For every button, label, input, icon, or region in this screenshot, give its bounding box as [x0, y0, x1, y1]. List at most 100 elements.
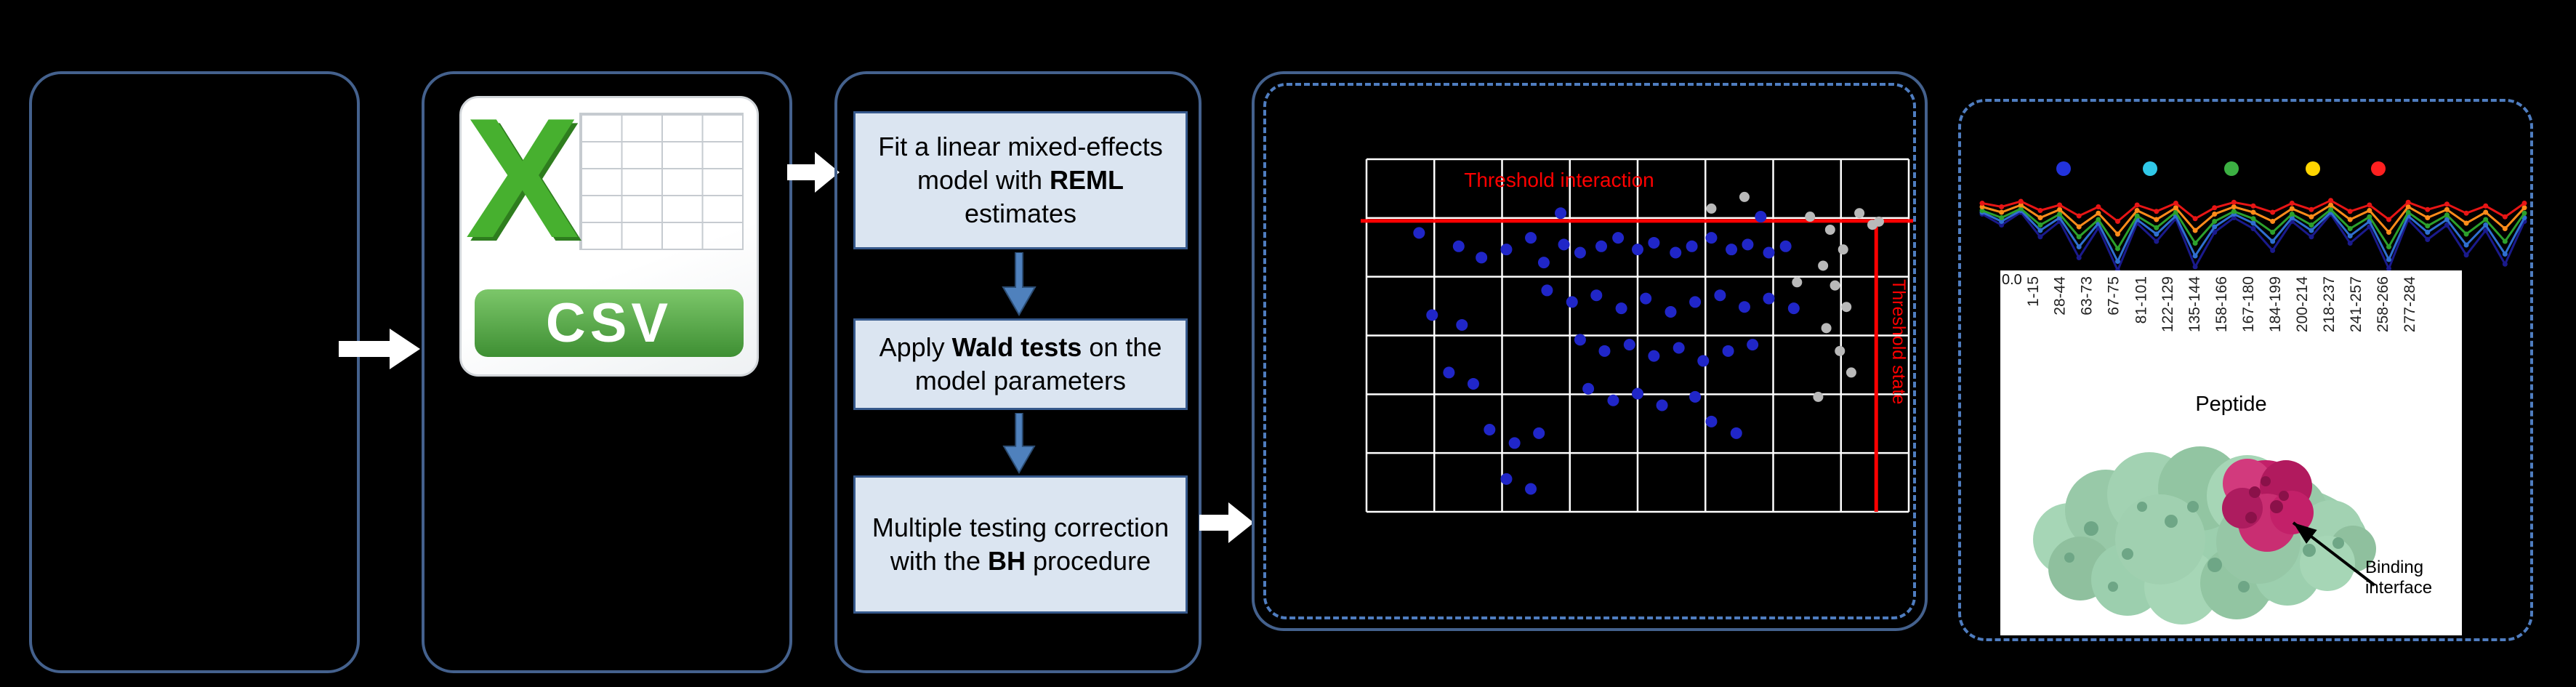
profile-series-marker: [2115, 246, 2120, 252]
profile-series-marker: [2192, 253, 2198, 259]
flow-step-reml: Fit a linear mixed-effects model with RE…: [853, 111, 1188, 249]
scatter-point-nonsignificant: [1835, 345, 1846, 356]
profile-series-marker: [2309, 222, 2314, 228]
peptide-tick-label: 184-199: [2267, 276, 2284, 333]
profile-series-marker: [2250, 209, 2256, 215]
profile-series-marker: [2483, 209, 2489, 215]
scatter-point-significant: [1615, 302, 1627, 315]
profile-series-marker: [2192, 228, 2198, 233]
profile-series-marker: [2231, 215, 2237, 220]
scatter-point-significant: [1525, 232, 1537, 244]
scatter-point-significant: [1500, 244, 1513, 256]
panel-input-data: [29, 71, 360, 673]
scatter-point-nonsignificant: [1792, 277, 1803, 288]
profile-series-marker: [2289, 201, 2295, 206]
flow-down-arrow-1: [1002, 252, 1037, 316]
profile-series-marker: [2018, 202, 2024, 208]
scatter-point-significant: [1722, 345, 1734, 357]
scatter-point-nonsignificant: [1846, 367, 1856, 378]
profile-series-marker: [2405, 209, 2411, 215]
scatter-point-significant: [1738, 301, 1750, 313]
profile-series-marker: [2270, 219, 2276, 224]
profile-series-marker: [2386, 266, 2391, 271]
profile-series-marker: [2096, 217, 2101, 222]
profile-series-marker: [2076, 244, 2082, 249]
condition-dot: [2370, 161, 2386, 176]
profile-series-marker: [2096, 204, 2101, 209]
profile-series-marker: [2444, 201, 2450, 207]
profile-series-marker: [2076, 213, 2082, 219]
scatter-point-significant: [1673, 342, 1685, 354]
profile-series-marker: [2405, 199, 2411, 205]
profile-series-marker: [2250, 220, 2256, 226]
scatter-point-significant: [1632, 387, 1643, 400]
volcano-dashed-frame: [1263, 83, 1916, 619]
profile-series-marker: [2347, 233, 2353, 238]
profile-series-marker: [2018, 206, 2024, 212]
scatter-point-significant: [1443, 366, 1455, 379]
scatter-point-nonsignificant: [1824, 225, 1835, 235]
profile-series-marker: [2231, 199, 2237, 205]
profile-series-marker: [2250, 216, 2256, 222]
peptide-tick-label: 67-75: [2106, 276, 2122, 316]
profile-series-marker: [2154, 217, 2160, 222]
excel-x-logo: X: [465, 81, 579, 273]
csv-file-icon: X CSV: [459, 82, 759, 377]
peptide-tick-label: 28-44: [2052, 276, 2069, 316]
scatter-point-significant: [1413, 227, 1425, 239]
profile-series-marker: [2096, 210, 2101, 216]
condition-dot: [2306, 161, 2321, 176]
scatter-point-nonsignificant: [1821, 323, 1832, 334]
profile-series-marker: [2386, 244, 2391, 249]
peptide-axis-panel: 0.0 1-15 28-44 63-73 67-75 81-101 122-129 135-…: [2000, 270, 2462, 635]
scatter-point-significant: [1623, 339, 1635, 351]
flow-arrow-2: [787, 152, 840, 193]
profile-series-marker: [2367, 214, 2372, 220]
scatter-point-significant: [1426, 309, 1438, 321]
scatter-point-significant: [1574, 334, 1586, 346]
scatter-point-significant: [1689, 390, 1702, 403]
profile-series-marker: [2463, 210, 2469, 216]
profile-series-marker: [2212, 230, 2218, 235]
scatter-point-significant: [1632, 244, 1643, 256]
profile-series-marker: [2367, 202, 2372, 208]
profile-series-marker: [2483, 217, 2489, 222]
profile-series-marker: [2134, 208, 2140, 213]
scatter-point-significant: [1787, 302, 1800, 315]
profile-series-marker: [2076, 234, 2082, 240]
profile-series-marker: [1979, 208, 1985, 213]
condition-dot: [2056, 161, 2071, 176]
profile-series-marker: [2173, 209, 2178, 215]
peptide-tick-label: 158-166: [2213, 276, 2230, 333]
scatter-point-significant: [1467, 377, 1479, 390]
profile-series-marker: [2250, 226, 2256, 231]
scatter-point-significant: [1558, 238, 1570, 251]
profile-series-marker: [2076, 255, 2082, 260]
scatter-point-significant: [1742, 238, 1754, 251]
profile-series-marker: [2463, 231, 2469, 237]
profile-series-marker: [2057, 202, 2063, 208]
scatter-point-significant: [1697, 355, 1710, 367]
peptide-tick-label: 241-257: [2348, 276, 2364, 333]
profile-series-marker: [2463, 220, 2469, 226]
scatter-point-nonsignificant: [1706, 203, 1717, 214]
profile-series-marker: [2231, 204, 2237, 209]
peptide-tick-label: 135-144: [2186, 276, 2203, 333]
profile-series-marker: [2212, 224, 2218, 230]
profile-series-marker: [2328, 202, 2334, 208]
scatter-point-significant: [1726, 244, 1738, 256]
scatter-point-significant: [1763, 246, 1775, 259]
scatter-point-nonsignificant: [1813, 391, 1824, 402]
peptide-tick-label: 218-237: [2321, 276, 2338, 333]
scatter-point-significant: [1452, 240, 1465, 252]
scatter-point-nonsignificant: [1841, 302, 1852, 313]
peptide-tick-label: 258-266: [2375, 276, 2391, 333]
binding-annotation-arrow: [2292, 521, 2376, 587]
scatter-point-significant: [1595, 240, 1608, 252]
scatter-point-significant: [1456, 318, 1468, 331]
threshold-interaction-label: Threshold interaction: [1464, 169, 1654, 191]
profile-series-marker: [2502, 226, 2508, 231]
profile-series-marker: [2270, 209, 2276, 215]
scatter-point-nonsignificant: [1838, 244, 1848, 255]
profile-series-marker: [2192, 264, 2198, 270]
